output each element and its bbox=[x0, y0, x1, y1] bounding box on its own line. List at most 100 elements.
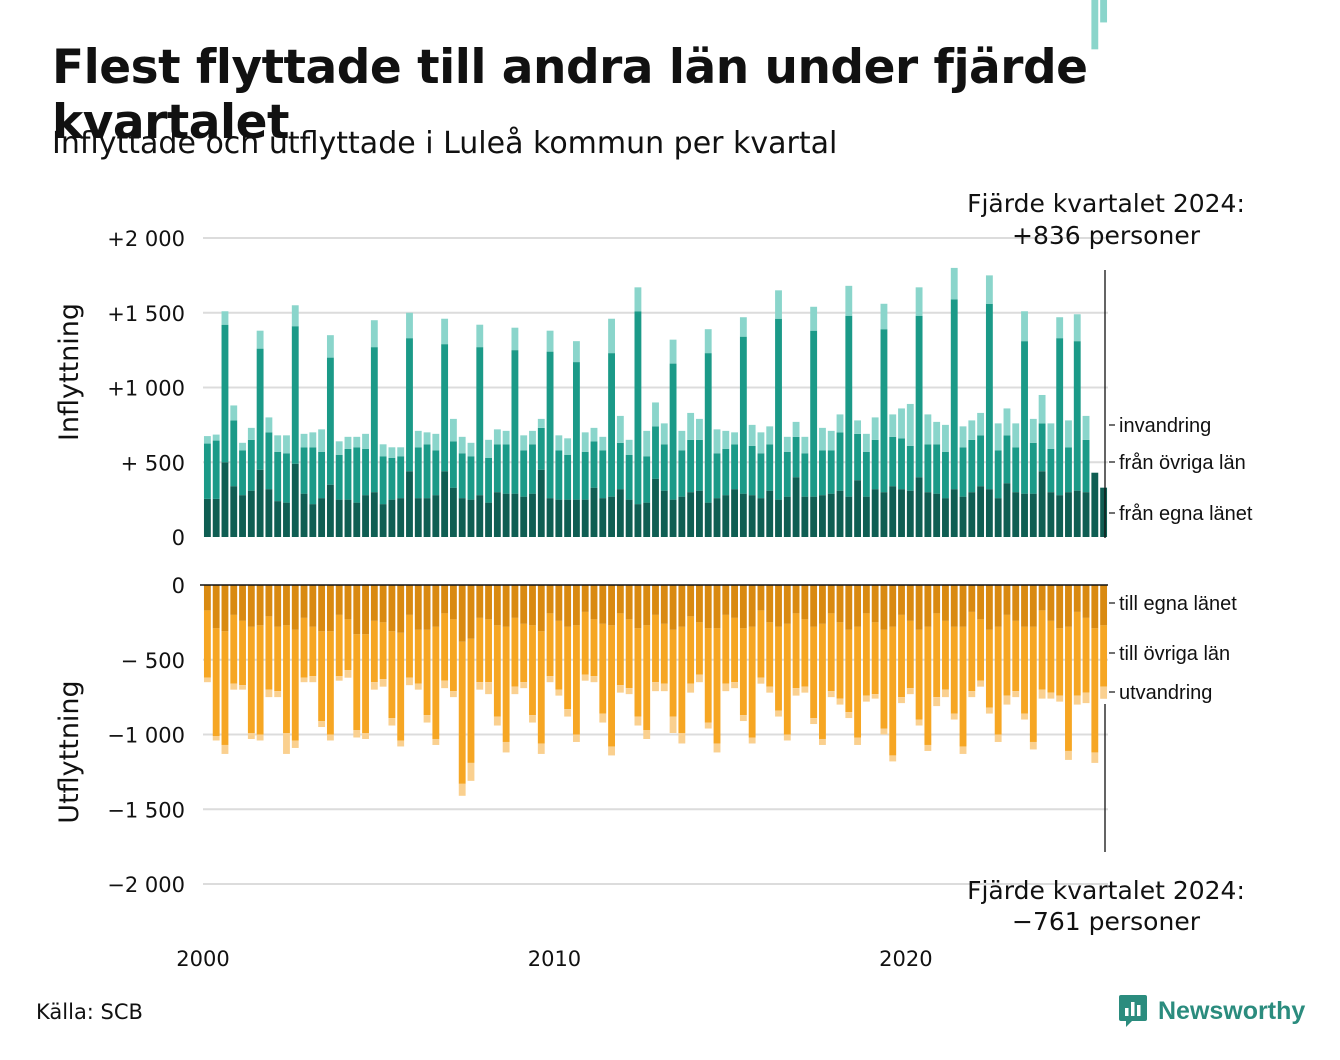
bar-segment-till-ovriga-lan bbox=[537, 631, 545, 744]
bar-segment-utvandring bbox=[722, 683, 730, 692]
bar-segment-till-ovriga-lan bbox=[722, 614, 730, 684]
bar-segment-invandring bbox=[968, 420, 976, 440]
bar-segment-till-ovriga-lan bbox=[1021, 626, 1028, 714]
bar-segment-utvandring bbox=[362, 733, 369, 739]
bar-segment-fran-egna-lanet bbox=[458, 498, 466, 537]
bar-segment-invandring bbox=[256, 330, 264, 349]
bar-segment-till-ovriga-lan bbox=[344, 619, 352, 671]
bar-segment-fran-egna-lanet bbox=[643, 502, 651, 537]
bar-segment-fran-ovriga-lan bbox=[731, 444, 739, 490]
bar-segment-utvandring bbox=[994, 734, 1002, 742]
bar-segment-utvandring bbox=[1082, 692, 1090, 704]
bar-segment-till-egna-lanet bbox=[247, 585, 255, 627]
bar-segment-till-egna-lanet bbox=[924, 585, 932, 627]
bar-segment-till-ovriga-lan bbox=[546, 613, 554, 677]
bar-segment-utvandring bbox=[502, 741, 510, 753]
bar-segment-till-ovriga-lan bbox=[239, 620, 246, 686]
bar-segment-fran-ovriga-lan bbox=[362, 448, 369, 496]
bar-segment-till-egna-lanet bbox=[502, 585, 510, 627]
bar-segment-utvandring bbox=[379, 679, 387, 687]
y-tick-label: − 500 bbox=[121, 649, 185, 673]
bar-segment-utvandring bbox=[256, 734, 264, 741]
bar-segment-utvandring bbox=[696, 674, 703, 683]
bar-segment-till-egna-lanet bbox=[801, 585, 809, 620]
bar-segment-utvandring bbox=[318, 721, 326, 728]
brand-logo[interactable]: Newsworthy bbox=[1118, 993, 1305, 1029]
bar-segment-till-ovriga-lan bbox=[898, 614, 905, 698]
bar-segment-till-ovriga-lan bbox=[924, 626, 932, 745]
bar-segment-invandring bbox=[713, 429, 721, 454]
bar-segment-fran-egna-lanet bbox=[854, 480, 862, 537]
bar-segment-invandring bbox=[239, 442, 246, 451]
bar-segment-fran-ovriga-lan bbox=[836, 432, 844, 491]
bar-segment-fran-egna-lanet bbox=[388, 499, 396, 537]
bar-segment-invandring bbox=[836, 414, 844, 433]
bar-segment-utvandring bbox=[274, 691, 282, 698]
axis-title-utflyttning: Utflyttning bbox=[54, 680, 85, 823]
bar-segment-till-egna-lanet bbox=[529, 585, 536, 626]
bar-segment-fran-ovriga-lan bbox=[660, 444, 668, 491]
bar-segment-fran-egna-lanet bbox=[221, 462, 229, 537]
bar-segment-fran-egna-lanet bbox=[713, 498, 721, 537]
segment-label-invandring: invandring bbox=[1119, 415, 1211, 437]
bar-segment-invandring bbox=[353, 436, 361, 448]
bar-segment-invandring bbox=[906, 403, 914, 446]
bar-segment-till-egna-lanet bbox=[985, 585, 993, 630]
bar-segment-utvandring bbox=[432, 738, 440, 745]
bar-segment-utvandring bbox=[625, 688, 633, 695]
bar-segment-till-ovriga-lan bbox=[608, 625, 615, 747]
bar-segment-fran-egna-lanet bbox=[652, 478, 659, 537]
bar-segment-utvandring bbox=[239, 685, 246, 690]
bar-segment-utvandring bbox=[854, 737, 862, 745]
bar-segment-utvandring bbox=[397, 740, 405, 747]
bar-segment-invandring bbox=[1029, 418, 1037, 443]
bar-segment-fran-egna-lanet bbox=[827, 493, 835, 537]
bar-segment-fran-egna-lanet bbox=[660, 490, 668, 537]
bar-segment-fran-egna-lanet bbox=[766, 490, 774, 537]
y-tick-label: −1 500 bbox=[107, 798, 185, 822]
bar-segment-till-egna-lanet bbox=[1082, 585, 1090, 618]
bar-segment-fran-ovriga-lan bbox=[256, 348, 264, 470]
bar-segment-fran-ovriga-lan bbox=[388, 457, 396, 500]
bar-segment-till-ovriga-lan bbox=[942, 620, 949, 690]
bar-segment-till-egna-lanet bbox=[265, 585, 273, 617]
bar-segment-fran-egna-lanet bbox=[871, 489, 879, 537]
bar-segment-fran-ovriga-lan bbox=[977, 435, 985, 487]
bar-segment-utvandring bbox=[1100, 686, 1108, 699]
bar-segment-invandring bbox=[344, 436, 352, 449]
bar-segment-till-egna-lanet bbox=[1056, 585, 1064, 629]
bar-segment-till-egna-lanet bbox=[660, 585, 668, 624]
bar-segment-invandring bbox=[406, 312, 413, 339]
callout-top-line2: +836 personer bbox=[1012, 221, 1201, 250]
bar-segment-fran-egna-lanet bbox=[529, 493, 536, 537]
bar-segment-utvandring bbox=[520, 682, 528, 689]
bar-segment-till-ovriga-lan bbox=[1003, 614, 1011, 696]
bar-segment-till-ovriga-lan bbox=[862, 613, 870, 696]
bar-segment-fran-ovriga-lan bbox=[441, 344, 449, 472]
bar-segment-till-ovriga-lan bbox=[748, 626, 756, 738]
bar-segment-till-egna-lanet bbox=[1012, 585, 1020, 621]
bar-segment-till-egna-lanet bbox=[687, 585, 695, 617]
bar-segment-invandring bbox=[291, 305, 299, 327]
bar-segment-fran-ovriga-lan bbox=[291, 326, 299, 464]
bar-segment-till-egna-lanet bbox=[388, 585, 396, 632]
bar-segment-invandring bbox=[924, 414, 932, 445]
bar-segment-fran-egna-lanet bbox=[783, 496, 791, 537]
bar-segment-invandring bbox=[704, 329, 712, 354]
bar-segment-fran-ovriga-lan bbox=[239, 450, 246, 496]
bar-segment-invandring bbox=[1065, 420, 1072, 448]
bar-segment-fran-ovriga-lan bbox=[203, 443, 211, 499]
bar-segment-fran-egna-lanet bbox=[1073, 490, 1081, 537]
bar-segment-till-egna-lanet bbox=[406, 585, 413, 615]
bar-segment-fran-ovriga-lan bbox=[502, 444, 510, 494]
bar-segment-till-egna-lanet bbox=[748, 585, 756, 627]
bar-segment-till-egna-lanet bbox=[634, 585, 642, 629]
bar-segment-fran-ovriga-lan bbox=[467, 456, 475, 500]
bar-segment-utvandring bbox=[731, 682, 739, 689]
bar-segment-fran-ovriga-lan bbox=[678, 450, 686, 497]
bar-segment-fran-egna-lanet bbox=[230, 486, 238, 537]
bar-segment-till-ovriga-lan bbox=[652, 614, 659, 683]
bar-segment-till-egna-lanet bbox=[889, 585, 897, 627]
bar-segment-fran-ovriga-lan bbox=[1012, 447, 1020, 493]
bar-segment-fran-ovriga-lan bbox=[555, 450, 563, 500]
